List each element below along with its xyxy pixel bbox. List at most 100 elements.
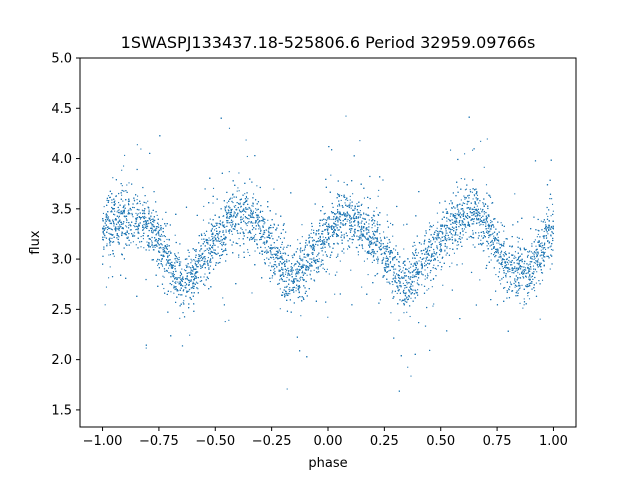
data-point xyxy=(544,221,546,223)
data-point xyxy=(392,283,394,286)
data-point xyxy=(477,211,479,213)
data-point xyxy=(299,279,301,281)
data-point xyxy=(540,272,543,274)
data-point xyxy=(292,279,294,282)
data-point xyxy=(443,239,445,241)
data-point xyxy=(374,225,376,227)
data-point xyxy=(270,257,272,259)
data-point xyxy=(451,207,453,209)
data-point xyxy=(493,246,496,248)
data-point xyxy=(245,217,247,219)
data-point xyxy=(514,286,516,288)
data-point xyxy=(192,276,194,278)
data-point xyxy=(473,208,475,210)
data-point xyxy=(136,203,138,205)
data-point xyxy=(426,289,428,291)
data-point xyxy=(112,177,114,179)
data-point xyxy=(490,253,492,255)
data-point xyxy=(502,267,504,270)
data-point xyxy=(266,257,268,259)
data-point xyxy=(291,255,293,257)
data-point xyxy=(403,312,405,314)
data-point xyxy=(523,304,525,306)
data-point xyxy=(528,298,531,300)
data-point xyxy=(135,229,137,231)
data-point xyxy=(500,257,502,259)
data-point xyxy=(104,228,106,230)
data-point xyxy=(375,253,377,255)
data-point xyxy=(427,250,429,252)
data-point xyxy=(246,217,248,219)
data-point xyxy=(485,184,488,186)
data-point xyxy=(534,262,537,264)
data-point xyxy=(244,222,246,224)
data-point xyxy=(421,284,423,286)
data-point xyxy=(116,211,118,213)
data-point xyxy=(175,281,177,283)
data-point xyxy=(500,283,502,285)
data-point xyxy=(250,232,252,234)
data-point xyxy=(284,262,286,265)
data-point xyxy=(245,195,247,198)
data-point xyxy=(137,213,139,215)
data-point xyxy=(156,228,158,230)
data-point xyxy=(483,250,485,252)
data-point xyxy=(117,210,119,212)
data-point xyxy=(182,302,184,304)
data-point xyxy=(107,216,110,218)
data-point xyxy=(359,210,361,212)
data-point xyxy=(327,232,329,234)
data-point xyxy=(336,242,338,244)
data-point xyxy=(534,257,536,259)
data-point xyxy=(547,233,549,235)
data-point xyxy=(224,249,226,251)
data-point xyxy=(546,237,548,239)
data-point xyxy=(518,263,520,265)
data-point xyxy=(528,251,530,253)
data-point xyxy=(241,218,243,220)
data-point xyxy=(403,276,405,278)
data-point xyxy=(228,229,230,231)
data-point xyxy=(151,241,153,243)
data-point xyxy=(285,271,287,273)
data-point xyxy=(368,239,370,241)
data-point xyxy=(181,268,183,270)
data-point xyxy=(509,268,511,270)
data-point xyxy=(350,221,353,223)
data-point xyxy=(126,237,128,239)
data-point xyxy=(347,218,349,221)
data-point xyxy=(346,216,348,218)
data-point xyxy=(428,222,431,224)
data-point xyxy=(460,178,462,180)
data-point xyxy=(211,225,213,227)
data-point xyxy=(473,223,475,225)
data-point xyxy=(302,258,304,260)
data-point xyxy=(545,213,548,215)
data-point xyxy=(349,204,351,206)
data-point xyxy=(365,238,367,240)
data-point xyxy=(457,234,459,236)
data-point xyxy=(497,248,499,250)
data-point xyxy=(516,259,518,261)
data-point xyxy=(299,277,301,279)
data-point xyxy=(520,265,522,268)
data-point xyxy=(533,254,535,256)
data-point xyxy=(350,224,353,226)
data-point xyxy=(429,225,432,227)
data-point xyxy=(299,268,301,270)
data-point xyxy=(343,218,346,221)
data-point xyxy=(449,266,451,268)
data-point xyxy=(526,272,528,274)
data-point xyxy=(336,215,338,218)
data-point xyxy=(303,272,305,274)
data-point xyxy=(455,215,457,217)
data-point xyxy=(143,247,145,249)
data-point xyxy=(462,222,464,224)
data-point xyxy=(174,288,176,291)
data-point xyxy=(488,223,490,225)
data-point xyxy=(530,276,532,278)
data-point xyxy=(252,205,254,207)
data-point xyxy=(166,245,169,247)
data-point xyxy=(227,209,229,211)
data-point xyxy=(550,226,552,228)
